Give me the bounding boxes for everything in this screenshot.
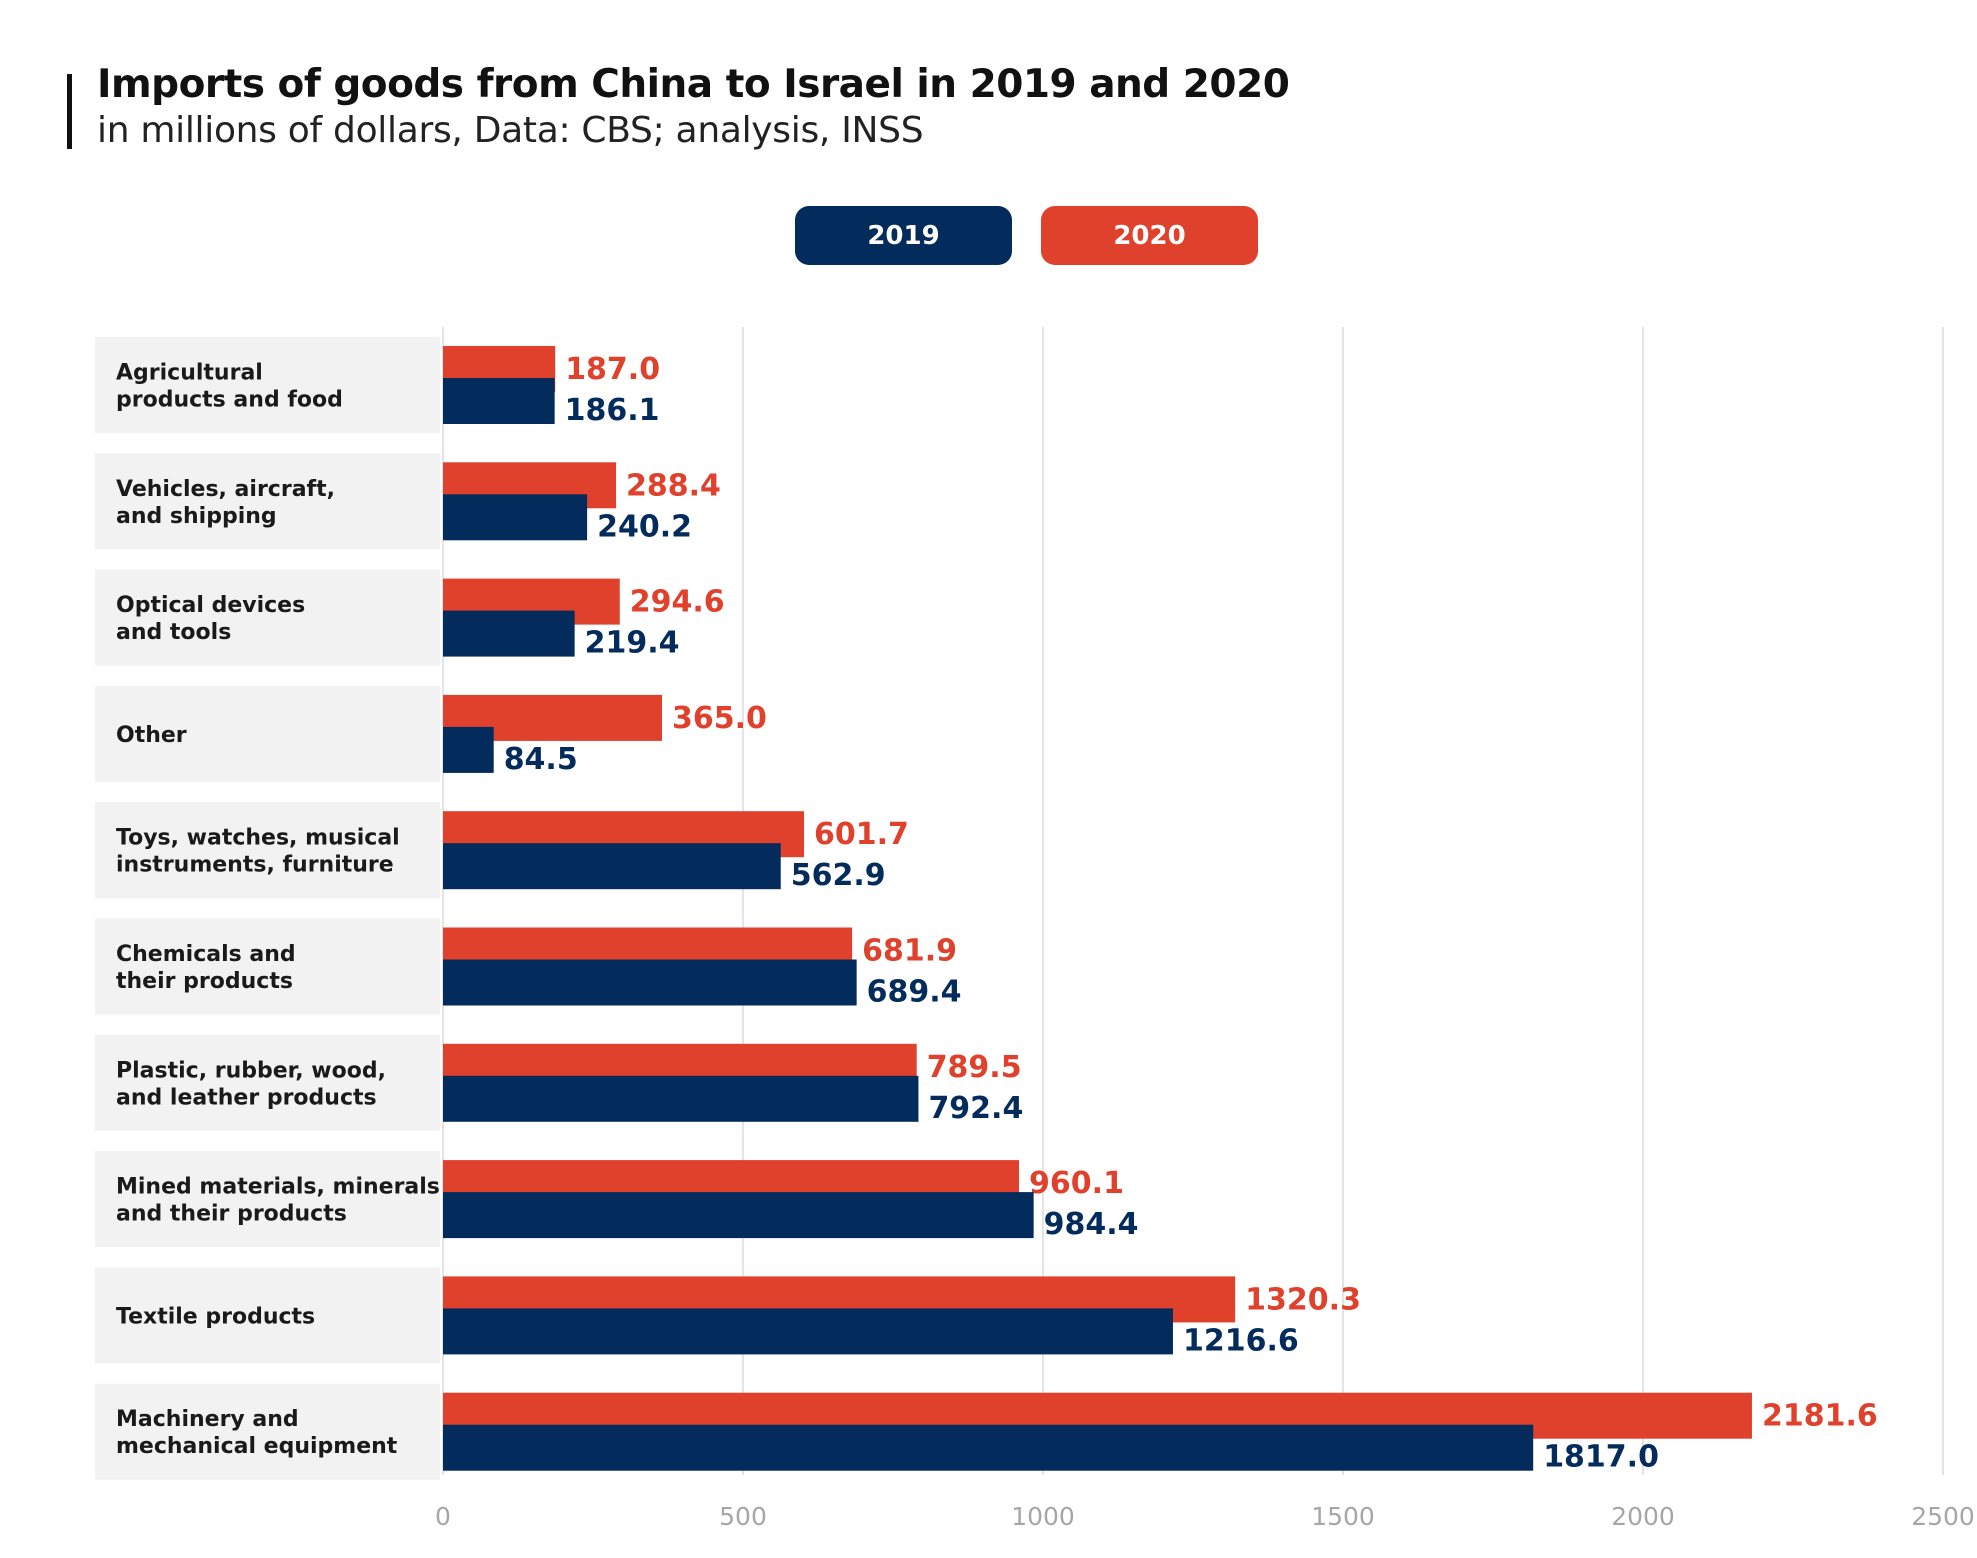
category-label: mechanical equipment <box>116 1434 398 1459</box>
data-label-2020: 960.1 <box>1029 1166 1124 1201</box>
data-label-2019: 84.5 <box>504 742 578 777</box>
bar-2019 <box>443 843 781 890</box>
category-label: Other <box>116 723 187 748</box>
x-tick-label: 0 <box>435 1502 451 1531</box>
category-label: Plastic, rubber, wood, <box>116 1058 386 1083</box>
category-label: and shipping <box>116 504 277 529</box>
category-label: products and food <box>116 388 343 413</box>
category-label: Toys, watches, musical <box>116 826 400 851</box>
category-label: Textile products <box>116 1304 315 1329</box>
data-label-2019: 186.1 <box>565 393 660 428</box>
category-band <box>95 1267 440 1364</box>
data-label-2019: 984.4 <box>1044 1207 1139 1242</box>
category-band <box>95 337 440 433</box>
category-label: their products <box>116 969 293 994</box>
category-label: Vehicles, aircraft, <box>116 477 335 502</box>
bar-2019 <box>443 1308 1173 1355</box>
data-label-2020: 789.5 <box>927 1050 1022 1085</box>
data-label-2020: 187.0 <box>565 352 660 387</box>
category-label: instruments, furniture <box>116 853 394 878</box>
category-band <box>95 1151 440 1248</box>
bar-2019 <box>443 1192 1034 1239</box>
category-band <box>95 1034 440 1131</box>
category-band <box>95 1383 440 1480</box>
category-label: Optical devices <box>116 593 305 618</box>
data-label-2019: 1216.6 <box>1183 1323 1299 1358</box>
bar-2019 <box>443 610 575 657</box>
x-tick-label: 2000 <box>1611 1502 1675 1531</box>
category-band <box>95 802 440 899</box>
category-band <box>95 685 440 782</box>
data-label-2020: 288.4 <box>626 468 721 503</box>
legend-item-2020: 2020 <box>1041 206 1258 265</box>
data-label-2019: 219.4 <box>585 626 680 661</box>
category-label: and tools <box>116 620 231 645</box>
bar-2019 <box>443 959 857 1006</box>
data-label-2019: 240.2 <box>597 509 692 544</box>
data-label-2020: 294.6 <box>630 585 725 620</box>
category-label: Agricultural <box>116 361 263 386</box>
category-band <box>95 453 440 550</box>
data-label-2019: 1817.0 <box>1543 1440 1659 1475</box>
x-tick-label: 500 <box>719 1502 767 1531</box>
bar-2019 <box>443 1424 1534 1471</box>
chart-title: Imports of goods from China to Israel in… <box>97 62 1290 107</box>
category-band <box>95 918 440 1015</box>
bar-2019 <box>443 494 588 541</box>
data-label-2019: 792.4 <box>928 1091 1023 1126</box>
legend-item-2019: 2019 <box>795 206 1012 265</box>
data-label-2020: 681.9 <box>862 934 957 969</box>
x-tick-label: 1000 <box>1011 1502 1075 1531</box>
bar-2019 <box>443 378 555 424</box>
data-label-2019: 689.4 <box>867 975 962 1010</box>
data-label-2020: 601.7 <box>814 817 909 852</box>
data-label-2020: 365.0 <box>672 701 767 736</box>
category-label: Machinery and <box>116 1407 299 1432</box>
title-accent-bar <box>67 74 72 149</box>
category-label: Chemicals and <box>116 942 296 967</box>
x-tick-label: 2500 <box>1911 1502 1975 1531</box>
data-label-2020: 2181.6 <box>1762 1399 1878 1434</box>
data-label-2020: 1320.3 <box>1245 1282 1361 1317</box>
category-band <box>95 569 440 666</box>
data-label-2019: 562.9 <box>791 858 886 893</box>
category-label: and leather products <box>116 1085 377 1110</box>
chart-subtitle: in millions of dollars, Data: CBS; analy… <box>97 110 924 151</box>
category-label: Mined materials, minerals <box>116 1175 440 1200</box>
category-label: and their products <box>116 1202 347 1227</box>
bar-2019 <box>443 1075 919 1122</box>
bar-2019 <box>443 726 494 773</box>
x-tick-label: 1500 <box>1311 1502 1375 1531</box>
